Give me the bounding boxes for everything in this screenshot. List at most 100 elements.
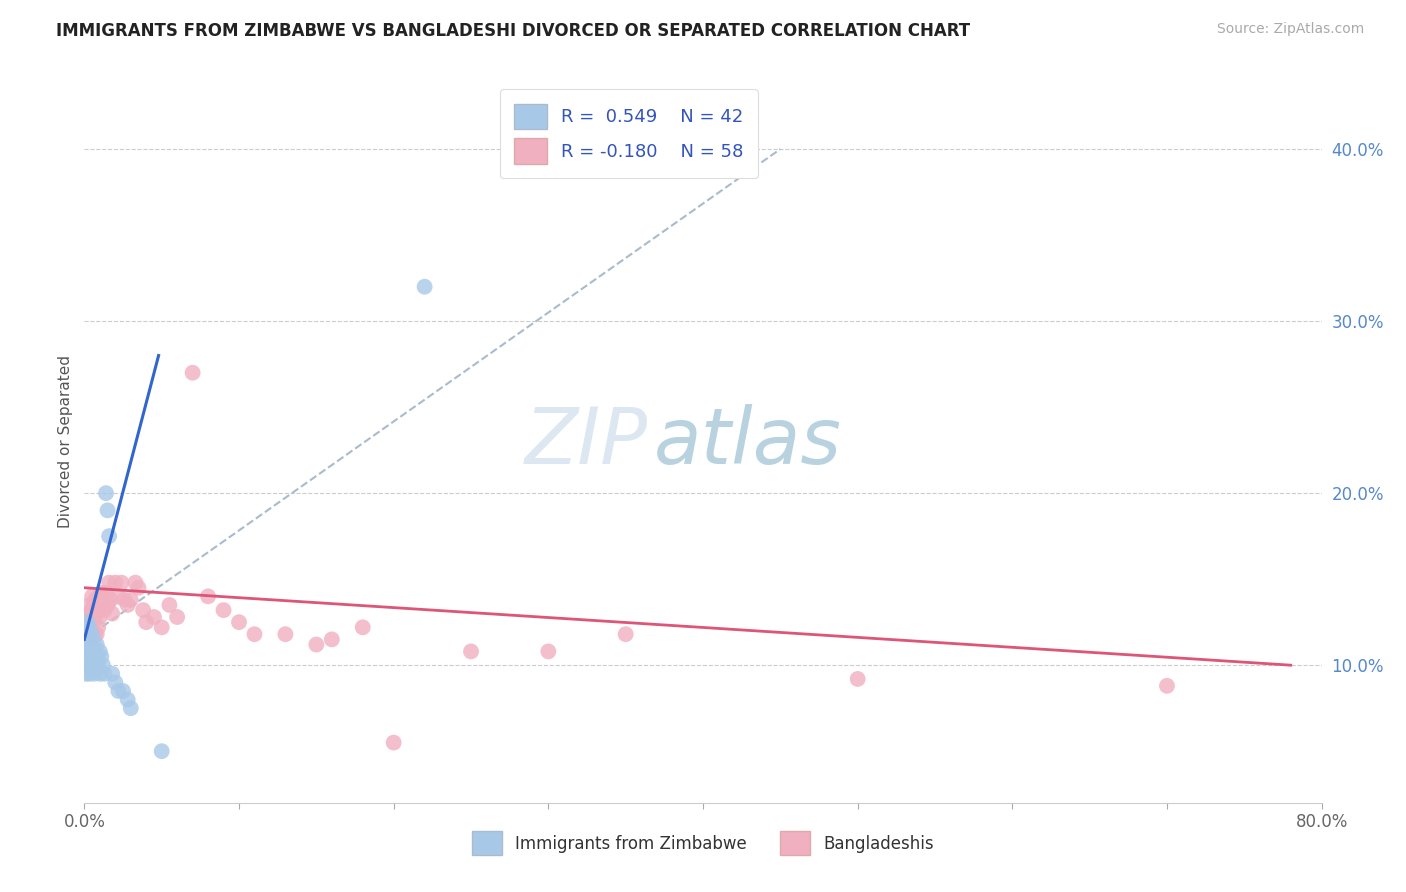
Point xyxy=(77,598,100,612)
Point xyxy=(76,624,98,638)
Point xyxy=(228,615,250,630)
Point xyxy=(87,620,110,634)
Point xyxy=(107,590,129,604)
Point xyxy=(117,692,139,706)
Point xyxy=(321,632,343,647)
Point xyxy=(100,592,122,607)
Point xyxy=(132,603,155,617)
Point xyxy=(382,735,405,749)
Point xyxy=(135,615,157,630)
Point xyxy=(79,662,101,676)
Point xyxy=(76,649,98,664)
Point xyxy=(89,666,111,681)
Point xyxy=(114,592,136,607)
Text: ZIP: ZIP xyxy=(524,403,647,480)
Y-axis label: Divorced or Separated: Divorced or Separated xyxy=(58,355,73,528)
Point xyxy=(104,575,127,590)
Point xyxy=(83,638,105,652)
Point xyxy=(82,627,104,641)
Point xyxy=(77,658,100,673)
Point xyxy=(77,632,100,647)
Point xyxy=(82,610,104,624)
Point xyxy=(83,666,105,681)
Point xyxy=(143,610,166,624)
Point xyxy=(90,586,112,600)
Point xyxy=(75,615,97,630)
Point xyxy=(76,615,98,630)
Point xyxy=(75,624,97,638)
Point xyxy=(77,638,100,652)
Point xyxy=(352,620,374,634)
Point xyxy=(120,701,142,715)
Point xyxy=(197,590,219,604)
Point xyxy=(91,658,114,673)
Point xyxy=(86,627,108,641)
Point xyxy=(614,627,637,641)
Point xyxy=(76,632,98,647)
Point xyxy=(89,590,111,604)
Point xyxy=(107,684,129,698)
Point xyxy=(87,603,110,617)
Point xyxy=(93,666,115,681)
Point xyxy=(94,586,117,600)
Point xyxy=(243,627,266,641)
Point xyxy=(83,598,105,612)
Point xyxy=(89,610,111,624)
Point xyxy=(77,627,100,641)
Point xyxy=(86,638,108,652)
Point xyxy=(83,615,105,630)
Point xyxy=(84,644,107,658)
Point xyxy=(84,627,107,641)
Point xyxy=(77,666,100,681)
Point xyxy=(124,575,146,590)
Point xyxy=(96,503,118,517)
Point xyxy=(101,607,124,621)
Point xyxy=(91,592,114,607)
Point xyxy=(98,529,121,543)
Point xyxy=(79,632,101,647)
Point xyxy=(212,603,235,617)
Point xyxy=(84,658,107,673)
Point xyxy=(86,607,108,621)
Point xyxy=(89,644,111,658)
Point xyxy=(82,658,104,673)
Point xyxy=(127,581,149,595)
Point xyxy=(77,644,100,658)
Point xyxy=(82,590,104,604)
Point xyxy=(413,279,436,293)
Point xyxy=(94,486,117,500)
Point xyxy=(120,592,142,607)
Point xyxy=(84,592,107,607)
Point xyxy=(1156,679,1178,693)
Point xyxy=(305,638,328,652)
Point xyxy=(98,575,121,590)
Point xyxy=(112,684,135,698)
Point xyxy=(150,744,173,758)
Point xyxy=(77,615,100,630)
Legend: Immigrants from Zimbabwe, Bangladeshis: Immigrants from Zimbabwe, Bangladeshis xyxy=(460,820,946,867)
Text: IMMIGRANTS FROM ZIMBABWE VS BANGLADESHI DIVORCED OR SEPARATED CORRELATION CHART: IMMIGRANTS FROM ZIMBABWE VS BANGLADESHI … xyxy=(56,22,970,40)
Text: Source: ZipAtlas.com: Source: ZipAtlas.com xyxy=(1216,22,1364,37)
Point xyxy=(79,649,101,664)
Point xyxy=(82,644,104,658)
Point xyxy=(87,658,110,673)
Point xyxy=(77,620,100,634)
Point xyxy=(537,644,560,658)
Point xyxy=(274,627,297,641)
Point xyxy=(846,672,869,686)
Point xyxy=(460,644,482,658)
Point xyxy=(181,366,204,380)
Text: atlas: atlas xyxy=(654,403,841,480)
Point xyxy=(79,607,101,621)
Point xyxy=(79,644,101,658)
Point xyxy=(96,598,118,612)
Point xyxy=(82,627,104,641)
Point xyxy=(104,675,127,690)
Point xyxy=(159,598,180,612)
Point xyxy=(101,666,124,681)
Point xyxy=(76,607,98,621)
Point xyxy=(117,598,139,612)
Point xyxy=(150,620,173,634)
Point xyxy=(93,603,115,617)
Point xyxy=(79,624,101,638)
